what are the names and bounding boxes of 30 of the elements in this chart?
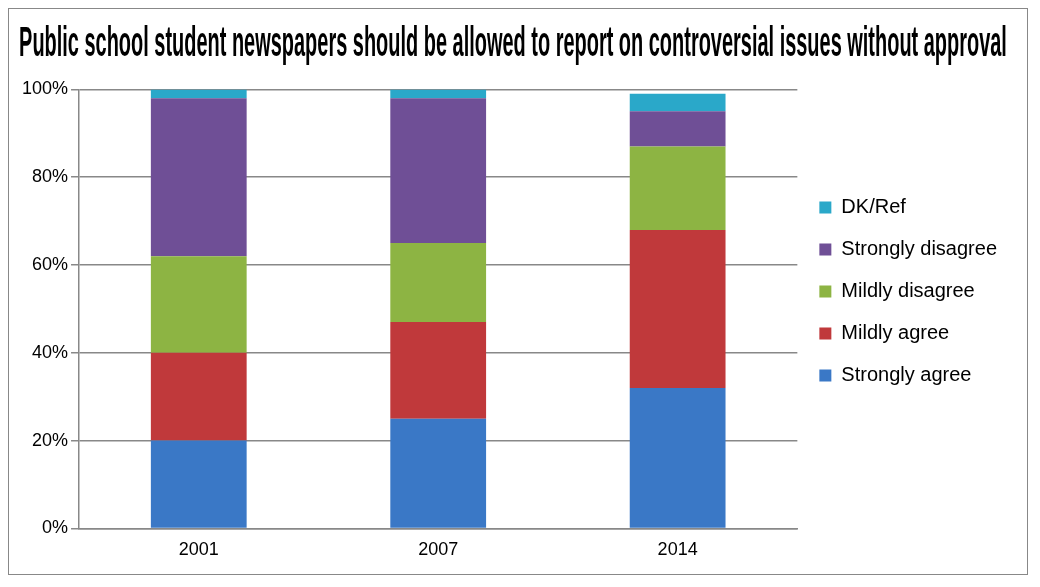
- y-tick-label: 0%: [42, 517, 69, 538]
- bar: [150, 89, 247, 99]
- bar: [390, 243, 487, 323]
- bar: [390, 418, 487, 528]
- y-tick-label: 20%: [32, 429, 69, 450]
- bar: [629, 229, 726, 388]
- x-tick-label: 2007: [418, 539, 459, 560]
- y-tick-label: 40%: [32, 341, 69, 362]
- bar: [390, 322, 487, 419]
- legend-label: Mildly disagree: [841, 279, 975, 302]
- y-tick-label: 60%: [32, 253, 69, 274]
- legend-label: Strongly disagree: [841, 237, 998, 260]
- bar: [150, 440, 247, 528]
- bar: [629, 387, 726, 528]
- bar: [629, 93, 726, 112]
- x-tick-label: 2001: [178, 539, 219, 560]
- y-tick-label: 100%: [21, 78, 69, 99]
- bar: [150, 352, 247, 441]
- bar: [390, 89, 487, 99]
- bar: [629, 146, 726, 230]
- legend-label: Strongly agree: [841, 363, 972, 386]
- legend-label: Mildly agree: [841, 321, 950, 344]
- bar: [150, 98, 247, 257]
- bar: [629, 111, 726, 147]
- x-tick-label: 2014: [657, 539, 698, 560]
- bar: [150, 256, 247, 353]
- chart-title: Public school student newspapers should be allowed to report on controversial issues without approval: [19, 17, 1007, 65]
- legend-label: DK/Ref: [841, 195, 907, 218]
- y-tick-label: 80%: [32, 166, 69, 187]
- bar: [390, 98, 487, 244]
